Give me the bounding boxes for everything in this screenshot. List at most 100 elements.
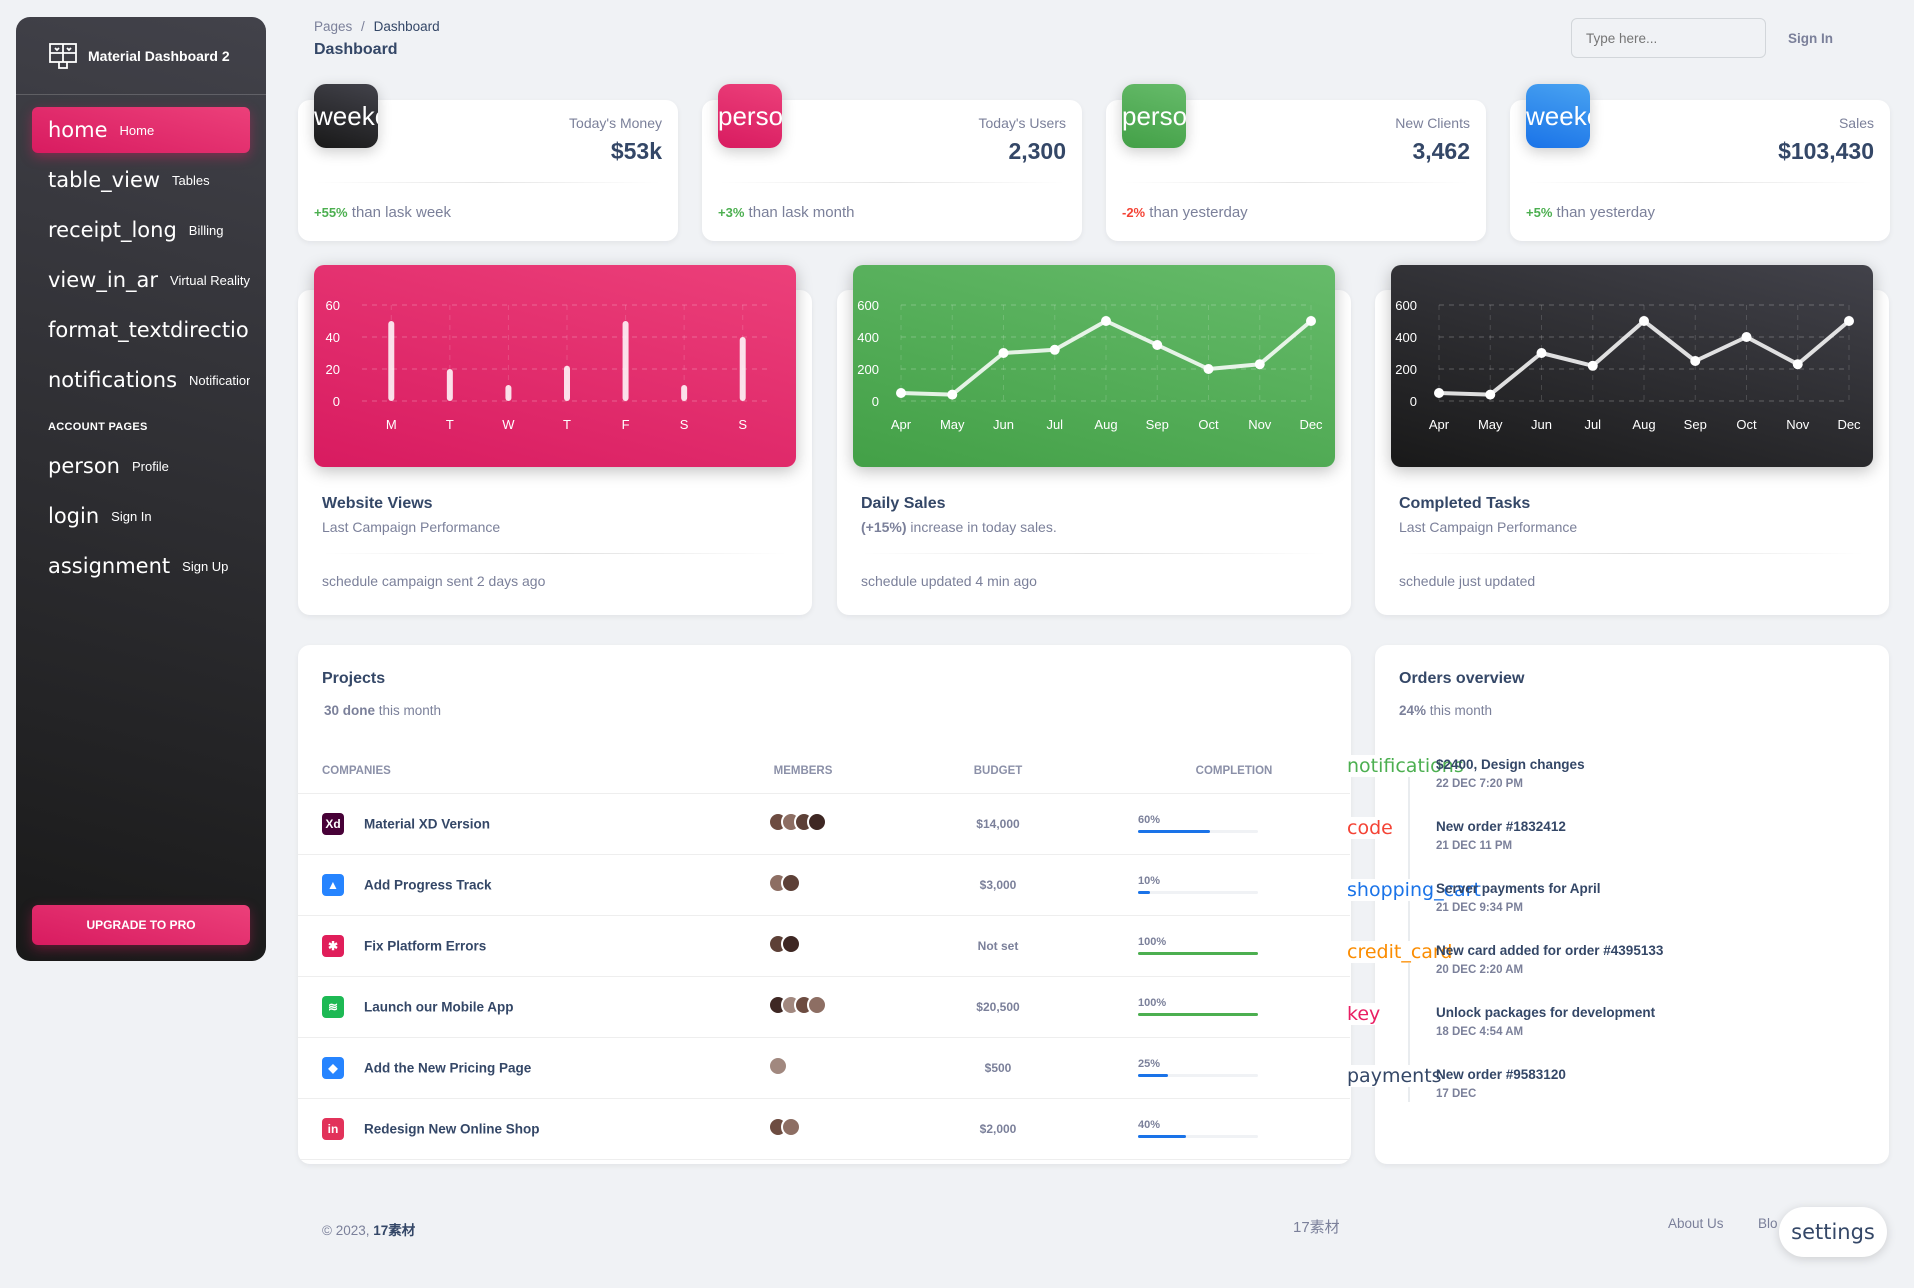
stat-change-text: than yesterday [1552,204,1655,221]
footer-link-about[interactable]: About Us [1668,1216,1724,1231]
bar[interactable] [622,321,629,401]
member-avatar[interactable] [807,995,827,1015]
search-input[interactable] [1571,18,1766,58]
sidebar-item-virtual-reality[interactable]: view_in_ar Virtual Reality [32,257,250,303]
member-avatar[interactable] [781,873,801,893]
budget-value: $3,000 [979,878,1017,892]
data-point[interactable] [896,388,906,398]
sidebar-item-notifications[interactable]: notifications Notifications [32,357,250,403]
bar[interactable] [446,369,453,401]
data-point[interactable] [1101,316,1111,326]
orders-pct-text: this month [1426,703,1493,718]
assignment-icon: assignment [48,554,171,578]
y-tick-label: 60 [326,298,340,313]
data-point[interactable] [998,348,1009,358]
footer-link-blog[interactable]: Blo [1758,1216,1778,1231]
bar[interactable] [388,321,395,401]
footer-brand-link[interactable]: 17素材 [373,1223,416,1238]
company-cell: ◆ Add the New Pricing Page [298,1037,728,1099]
progress-bar-fill [1138,830,1210,833]
members-cell [728,1037,878,1099]
bar[interactable] [564,365,570,401]
table-row[interactable]: in Redesign New Online Shop $2,000 40% [298,1098,1350,1160]
data-point[interactable] [1152,340,1163,350]
member-avatars [768,934,838,954]
data-point[interactable] [1792,359,1803,370]
projects-subtitle: 30 done this month [324,703,441,718]
company-name[interactable]: Material XD Version [364,816,491,831]
company-logo-icon: ▲ [322,873,344,896]
bar[interactable] [739,337,746,401]
column-header-completion[interactable]: COMPLETION [1118,749,1350,794]
members-cell [728,976,878,1038]
data-point[interactable] [1536,348,1547,358]
member-avatar[interactable] [781,934,801,954]
table-row[interactable]: ≋ Launch our Mobile App $20,500 100% [298,976,1350,1038]
orders-subtitle: 24% this month [1399,703,1492,718]
projects-done-count: 30 done [324,703,376,718]
table-row[interactable]: Xd Material XD Version $14,000 60% [298,793,1350,855]
x-tick-label: Dec [1837,417,1861,432]
chart-card-website-views: 0 20 40 60 M T W T F S S Website Views Last Campai… [298,265,812,615]
dashboard-logo-icon [49,42,77,69]
notifications-icon: notifications [1347,755,1464,777]
data-point[interactable] [947,389,958,400]
company-name[interactable]: Redesign New Online Shop [364,1121,540,1136]
stat-label: Today's Users [978,115,1066,131]
sidebar-item-billing[interactable]: receipt_long Billing [32,207,250,253]
data-point[interactable] [1639,316,1649,326]
x-tick-label: Jun [1531,417,1552,432]
y-tick-label: 0 [333,394,340,409]
bar[interactable] [681,385,688,401]
company-name[interactable]: Launch our Mobile App [364,999,514,1014]
bar[interactable] [505,385,512,401]
table-row[interactable]: ◆ Add the New Pricing Page $500 25% [298,1037,1350,1099]
sidebar-item-sign-up[interactable]: assignment Sign Up [32,543,250,589]
orders-card: Orders overview 24% this month notificat… [1347,645,1889,1164]
timeline-line [1408,767,1410,1102]
company-name[interactable]: Fix Platform Errors [364,938,487,953]
budget-value: $14,000 [976,817,1020,831]
x-tick-label: W [502,417,515,432]
column-header-companies[interactable]: COMPANIES [298,749,728,794]
company-name[interactable]: Add Progress Track [364,877,492,892]
member-avatar[interactable] [781,1117,801,1137]
data-point[interactable] [1203,364,1214,374]
sidebar-item-sign-in[interactable]: login Sign In [32,493,250,539]
member-avatar[interactable] [807,812,827,832]
brand[interactable]: Material Dashboard 2 [16,17,266,95]
sign-in-link[interactable]: Sign In [1788,31,1833,46]
upgrade-button[interactable]: UPGRADE TO PRO [32,905,250,945]
settings-fab-button[interactable]: settings [1779,1207,1887,1257]
data-point[interactable] [1690,356,1701,366]
members-cell [728,915,878,977]
column-header-members[interactable]: MEMBERS [728,749,878,794]
member-avatar[interactable] [768,1056,788,1076]
sidebar-item-label: Tables [172,172,210,188]
member-avatars [768,1117,838,1137]
data-point[interactable] [1306,316,1316,326]
person-icon: person [718,84,782,148]
sidebar-item-profile[interactable]: person Profile [32,443,250,489]
y-tick-label: 400 [857,330,879,345]
company-logo-icon: ✱ [322,934,344,957]
sidebar-item-home[interactable]: home Home [32,107,250,153]
data-point[interactable] [1741,332,1752,342]
data-point[interactable] [1485,389,1496,400]
column-header-budget[interactable]: BUDGET [878,749,1118,794]
data-point[interactable] [1587,360,1598,371]
y-tick-label: 600 [857,298,879,313]
x-tick-label: Nov [1248,417,1272,432]
stat-footer: +5% than yesterday [1526,204,1655,221]
data-point[interactable] [1844,316,1854,326]
table-row[interactable]: ▲ Add Progress Track $3,000 10% [298,854,1350,916]
data-point[interactable] [1254,359,1265,370]
company-name[interactable]: Add the New Pricing Page [364,1060,532,1075]
breadcrumb-root[interactable]: Pages [314,19,353,34]
data-point[interactable] [1434,388,1444,398]
data-point[interactable] [1049,344,1060,355]
table-row[interactable]: ✱ Fix Platform Errors Not set 100% [298,915,1350,977]
sidebar-item-tables[interactable]: table_view Tables [32,157,250,203]
